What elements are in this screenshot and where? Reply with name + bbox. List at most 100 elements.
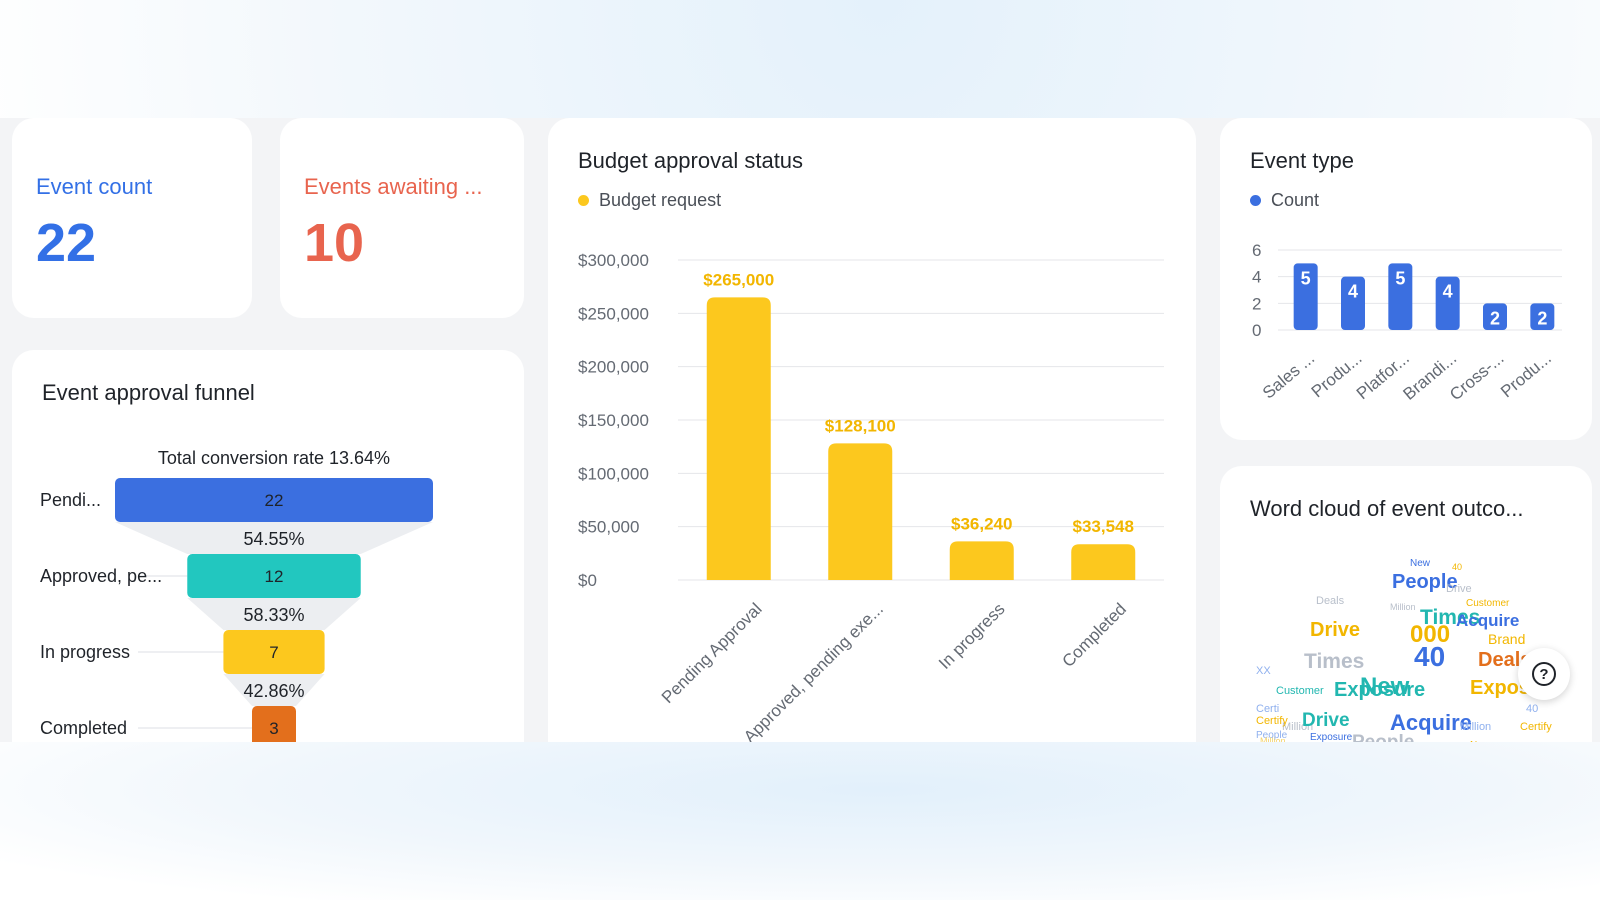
- type-bar[interactable]: [1388, 263, 1413, 330]
- funnel-stage-value: 12: [265, 567, 284, 586]
- budget-y-tick: $300,000: [578, 251, 649, 270]
- word-cloud-word: Certify: [1256, 715, 1288, 727]
- legend-dot-icon: [578, 195, 589, 206]
- funnel-stage-value: 22: [265, 491, 284, 510]
- budget-y-tick: $200,000: [578, 358, 649, 377]
- funnel-conversion-rate: 42.86%: [243, 681, 304, 701]
- budget-value-label: $128,100: [825, 416, 896, 435]
- legend-dot-icon: [1250, 195, 1261, 206]
- budget-bar[interactable]: [1071, 544, 1136, 580]
- funnel-title: Event approval funnel: [42, 380, 255, 405]
- budget-chart: $0 $50,000 $100,000 $150,000 $200,000 $250,00…: [578, 251, 1164, 742]
- help-icon: ?: [1532, 662, 1556, 686]
- budget-value-label: $36,240: [951, 514, 1012, 533]
- type-value-label: 5: [1301, 268, 1311, 288]
- word-cloud-word: Drive: [1446, 583, 1472, 595]
- events-awaiting-label: Events awaiting ...: [304, 174, 483, 199]
- event-count-card[interactable]: Event count 22: [12, 118, 252, 318]
- word-cloud-word: Times: [1420, 606, 1480, 629]
- word-cloud-word: Million: [1282, 721, 1313, 733]
- funnel-connector: [223, 674, 325, 706]
- word-cloud-card[interactable]: Word cloud of event outco... New 40 People…: [1220, 466, 1592, 742]
- word-cloud-word: 000: [1410, 621, 1450, 648]
- type-y-tick: 0: [1252, 321, 1261, 340]
- word-cloud-word: Certi: [1256, 703, 1279, 715]
- event-type-title: Event type: [1250, 148, 1354, 173]
- word-cloud-word: Drive: [1310, 619, 1360, 641]
- word-cloud-word: 40: [1526, 703, 1538, 715]
- funnel-connector: [187, 598, 361, 630]
- type-bar[interactable]: [1435, 276, 1460, 330]
- type-bar[interactable]: [1530, 303, 1555, 330]
- budget-value-label: $265,000: [703, 270, 774, 289]
- budget-legend[interactable]: Budget request: [578, 190, 721, 211]
- word-cloud-word: XX: [1256, 665, 1271, 677]
- funnel-stage-bar[interactable]: [187, 554, 361, 598]
- help-button[interactable]: ?: [1518, 648, 1570, 700]
- type-bar[interactable]: [1293, 263, 1318, 330]
- word-cloud-word: Acquire: [1390, 710, 1472, 735]
- event-type-legend[interactable]: Count: [1250, 190, 1319, 211]
- word-cloud-word: Certify: [1520, 721, 1552, 733]
- dashboard: Event count 22 Events awaiting ... 10 Ev…: [0, 118, 1600, 742]
- budget-y-tick: $250,000: [578, 304, 649, 323]
- word-cloud-word: Million: [1460, 721, 1491, 733]
- budget-y-tick: $0: [578, 571, 597, 590]
- funnel-chart: Total conversion rate 13.64% 54.55% 22 Pend…: [40, 448, 433, 742]
- word-cloud-word: Million: [1390, 602, 1416, 612]
- type-y-tick: 4: [1252, 268, 1261, 287]
- word-cloud-word: New: [1410, 558, 1431, 569]
- funnel-stage-bar[interactable]: [115, 478, 433, 522]
- funnel-stage-value: 3: [269, 719, 278, 738]
- budget-card[interactable]: Budget approval status Budget request $0…: [548, 118, 1196, 742]
- word-cloud-word: New: [1470, 740, 1491, 742]
- type-value-label: 2: [1537, 308, 1547, 328]
- budget-category-label: Approved, pending exe...: [740, 599, 887, 742]
- funnel-stage-bar[interactable]: [223, 630, 325, 674]
- word-cloud-word: Deals: [1316, 595, 1345, 607]
- budget-category-label: Pending Approval: [658, 599, 766, 707]
- type-y-tick: 2: [1252, 294, 1261, 313]
- word-cloud-word: Exposure: [1334, 679, 1425, 701]
- budget-category-label: Completed: [1059, 599, 1131, 671]
- word-cloud-word: Brand: [1488, 631, 1525, 647]
- budget-value-label: $33,548: [1073, 517, 1134, 536]
- funnel-stage-label: In progress: [40, 642, 130, 662]
- budget-y-tick: $100,000: [578, 464, 649, 483]
- help-glyph: ?: [1539, 666, 1548, 683]
- word-cloud-word: People: [1352, 732, 1414, 742]
- event-type-card[interactable]: Event type Count 0 2 4 6 5 Sales ... 4 Produ...…: [1220, 118, 1592, 440]
- funnel-conversion-rate: 58.33%: [243, 605, 304, 625]
- word-cloud-word: Times: [1304, 650, 1364, 673]
- budget-y-tick: $50,000: [578, 518, 639, 537]
- budget-bar[interactable]: [949, 541, 1014, 580]
- word-cloud-word: 40: [1414, 641, 1445, 672]
- event-count-label: Event count: [36, 174, 153, 199]
- word-cloud-word: New: [1360, 673, 1410, 700]
- funnel-stage-label: Pendi...: [40, 490, 101, 510]
- background-glow: [0, 742, 1600, 900]
- type-y-tick: 6: [1252, 241, 1261, 260]
- funnel-conversion-rate: 54.55%: [243, 529, 304, 549]
- budget-legend-label: Budget request: [599, 190, 722, 210]
- events-awaiting-card[interactable]: Events awaiting ... 10: [280, 118, 524, 318]
- budget-bar[interactable]: [706, 297, 771, 580]
- type-bar[interactable]: [1483, 303, 1507, 330]
- budget-category-label: In progress: [935, 599, 1009, 673]
- budget-bar[interactable]: [828, 443, 893, 580]
- type-value-label: 4: [1443, 282, 1453, 302]
- type-value-label: 4: [1348, 282, 1358, 302]
- word-cloud-word: Drive: [1302, 710, 1350, 731]
- word-cloud-word: People: [1256, 730, 1288, 741]
- funnel-stage-label: Approved, pe...: [40, 566, 162, 586]
- word-cloud-word: 40: [1452, 562, 1462, 572]
- funnel-stage-bar[interactable]: [252, 706, 296, 742]
- type-category-label: Cross-...: [1446, 349, 1507, 405]
- type-bar[interactable]: [1341, 276, 1365, 330]
- funnel-card[interactable]: Event approval funnel Total conversion r…: [12, 350, 524, 742]
- type-value-label: 5: [1395, 268, 1405, 288]
- word-cloud-word: Acquire: [1456, 611, 1519, 630]
- word-cloud-word: People: [1392, 571, 1458, 593]
